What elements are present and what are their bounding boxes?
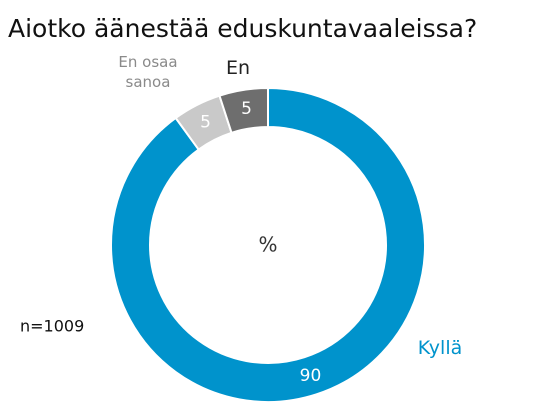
donut-segment <box>110 86 426 403</box>
data-label: 5 <box>200 112 211 132</box>
category-label: En osaa sanoa <box>118 53 178 91</box>
data-label: 90 <box>300 366 322 386</box>
chart-title: Aiotko äänestää eduskuntavaaleissa? <box>8 14 478 43</box>
center-label: % <box>258 233 277 257</box>
sample-note: n=1009 <box>20 317 84 336</box>
category-label: En <box>225 57 251 79</box>
donut-segment <box>218 86 269 135</box>
category-label: Kyllä <box>417 337 463 359</box>
data-label: 5 <box>241 99 252 119</box>
